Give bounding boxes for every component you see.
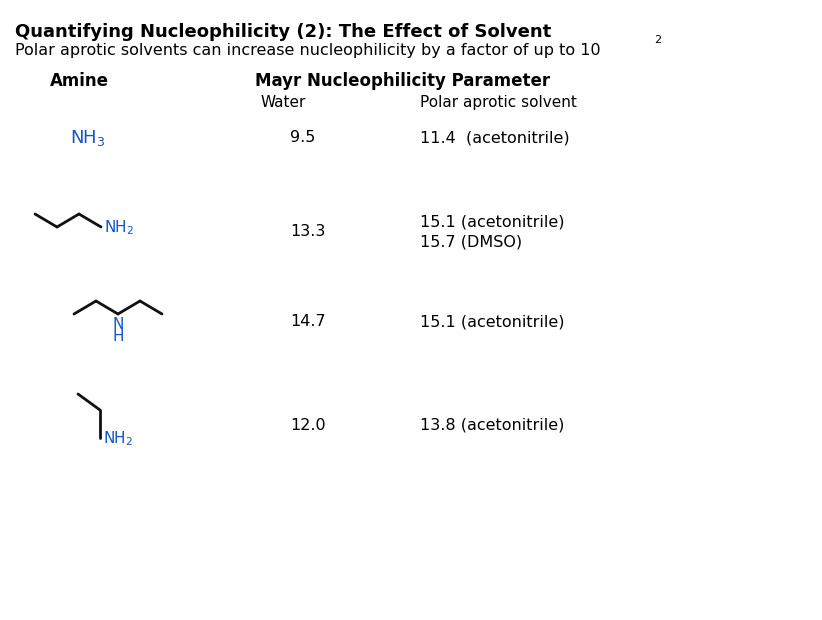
Text: 15.1 (acetonitrile): 15.1 (acetonitrile) bbox=[420, 215, 565, 229]
Text: Amine: Amine bbox=[50, 72, 109, 90]
Text: H: H bbox=[113, 329, 124, 344]
Text: NH$_3$: NH$_3$ bbox=[70, 128, 105, 148]
Text: Water: Water bbox=[260, 95, 306, 110]
Text: 13.8 (acetonitrile): 13.8 (acetonitrile) bbox=[420, 417, 565, 433]
Text: 15.7 (DMSO): 15.7 (DMSO) bbox=[420, 234, 522, 249]
Text: Mayr Nucleophilicity Parameter: Mayr Nucleophilicity Parameter bbox=[255, 72, 550, 90]
Text: Polar aprotic solvent: Polar aprotic solvent bbox=[420, 95, 577, 110]
Text: 15.1 (acetonitrile): 15.1 (acetonitrile) bbox=[420, 314, 565, 329]
Text: 12.0: 12.0 bbox=[290, 417, 326, 433]
Text: 13.3: 13.3 bbox=[290, 224, 326, 239]
Text: Quantifying Nucleophilicity (2): The Effect of Solvent: Quantifying Nucleophilicity (2): The Eff… bbox=[15, 23, 552, 41]
Text: 14.7: 14.7 bbox=[290, 314, 326, 329]
Text: 9.5: 9.5 bbox=[290, 130, 316, 146]
Text: Polar aprotic solvents can increase nucleophilicity by a factor of up to 10: Polar aprotic solvents can increase nucl… bbox=[15, 43, 601, 58]
Text: NH$_2$: NH$_2$ bbox=[104, 219, 134, 237]
Text: 11.4  (acetonitrile): 11.4 (acetonitrile) bbox=[420, 130, 570, 146]
Text: NH$_2$: NH$_2$ bbox=[103, 430, 133, 448]
Text: N: N bbox=[113, 317, 123, 332]
Text: 2: 2 bbox=[654, 35, 661, 45]
